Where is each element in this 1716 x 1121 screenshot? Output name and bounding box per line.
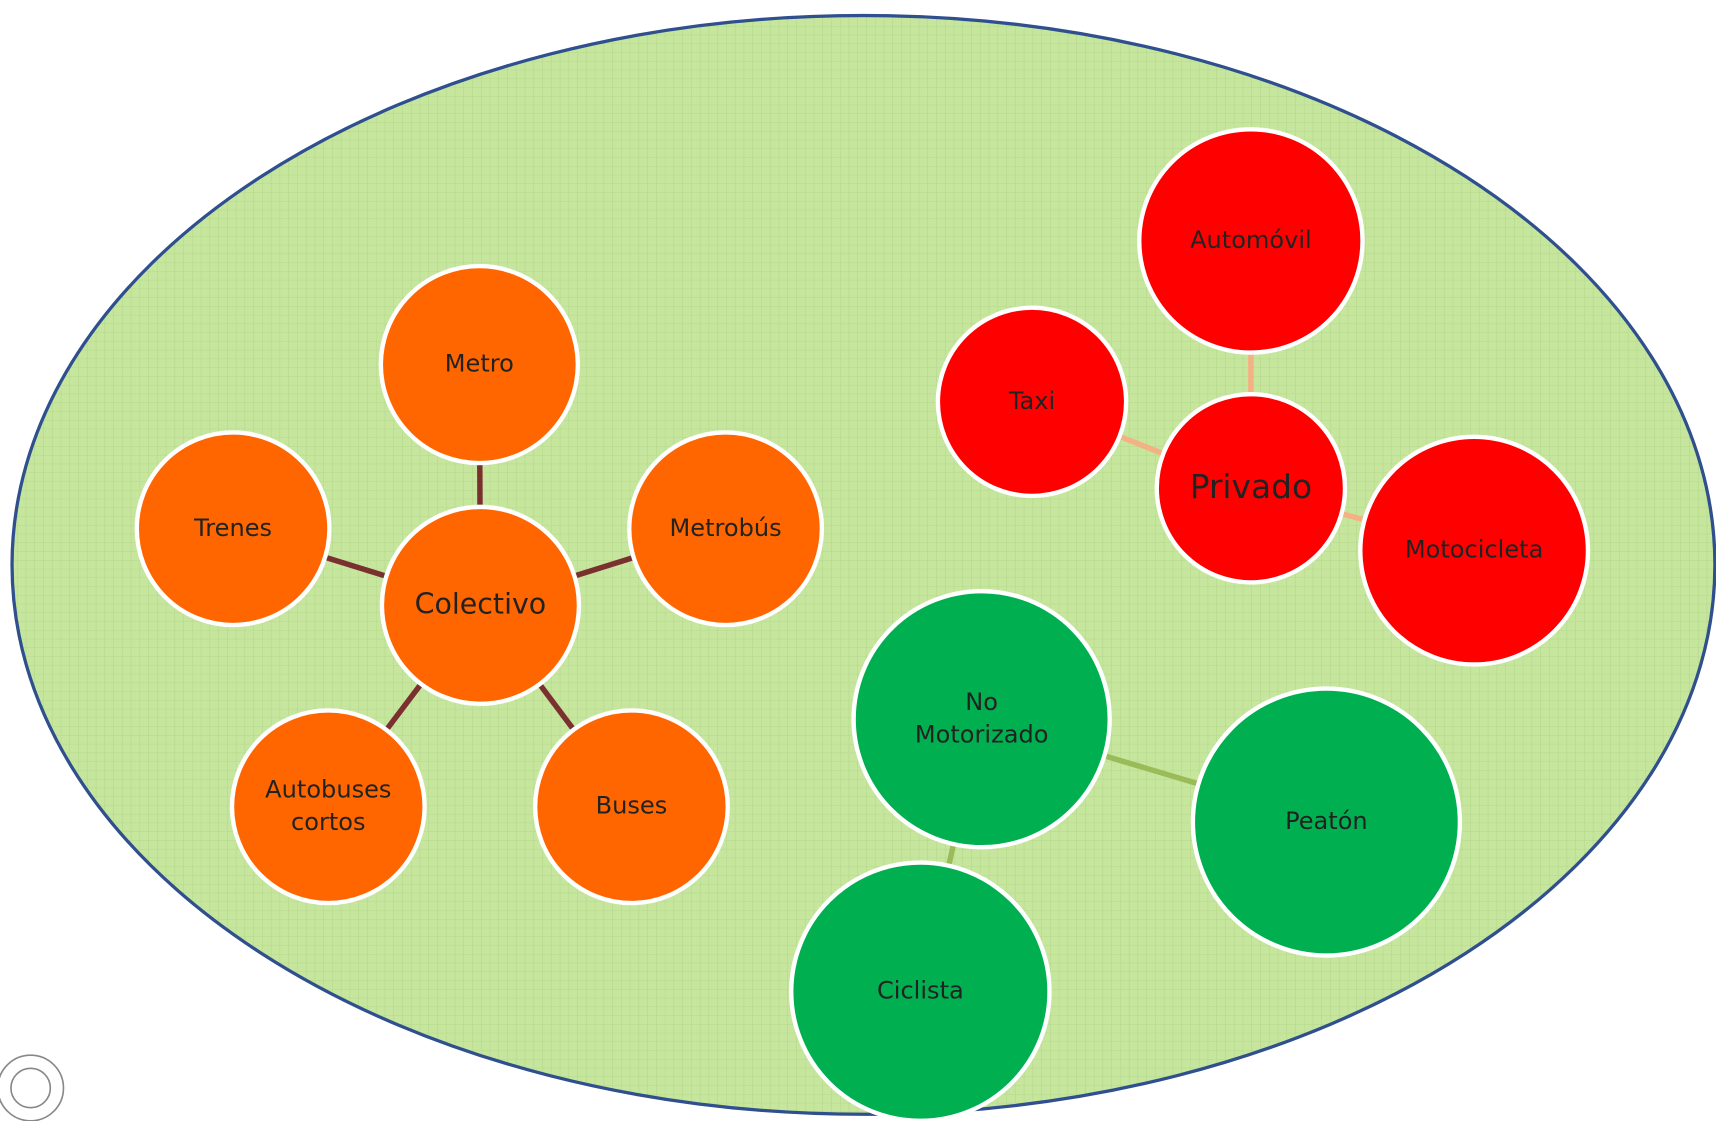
node-circle [229, 708, 427, 906]
node-label: Motocicleta [1405, 536, 1543, 564]
edges [324, 352, 1366, 867]
edge [1340, 510, 1366, 523]
node-circle [532, 708, 730, 906]
node-circle [1358, 434, 1591, 667]
node-label: Metro [445, 350, 514, 378]
edge [1103, 753, 1200, 787]
node-label: Peatón [1285, 807, 1368, 835]
node-label: Buses [596, 792, 668, 820]
node-circle [378, 263, 581, 466]
node-circle [851, 588, 1112, 850]
node-circle [1154, 391, 1348, 585]
edge [573, 554, 635, 579]
node-label: cortos [291, 808, 366, 836]
edge [1118, 433, 1165, 457]
logo [0, 1054, 65, 1121]
node-label: Motorizado [915, 720, 1049, 748]
node-label: No [965, 688, 998, 716]
node-circle [1190, 686, 1463, 958]
node-circle [379, 504, 582, 707]
edge [324, 554, 388, 579]
node-label: Autobuses [265, 775, 391, 803]
node-circle [134, 430, 332, 628]
node-label: Privado [1190, 468, 1312, 506]
edge [384, 682, 424, 732]
node-label: Ciclista [877, 977, 964, 1005]
node-circle [1137, 127, 1365, 355]
node-label: Metrobús [670, 514, 782, 542]
node-label: Automóvil [1190, 226, 1312, 254]
node-label: Colectivo [415, 587, 547, 620]
edge [537, 682, 576, 732]
node-label: Trenes [193, 514, 272, 542]
edge [946, 843, 957, 867]
node-label: Taxi [1008, 387, 1055, 415]
node-circle [627, 430, 825, 628]
node-circle [935, 305, 1129, 499]
nodes: Colectivo Metro Trenes Metrobús Autobuses cor… [134, 127, 1591, 1121]
